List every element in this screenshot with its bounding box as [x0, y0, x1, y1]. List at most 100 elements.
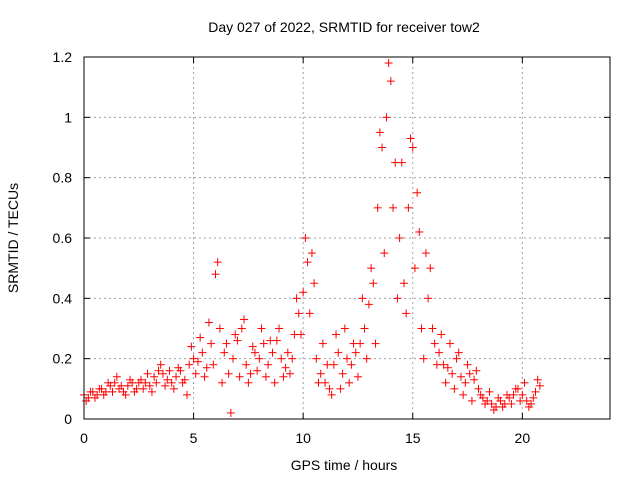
data-point: [211, 270, 220, 279]
data-point: [417, 324, 426, 333]
data-point: [90, 393, 99, 402]
tick-labels: 0 0.2 0.4 0.6 0.8 1 1.2 0 5 10 15 20: [53, 49, 531, 446]
data-point: [222, 339, 231, 348]
data-point: [156, 360, 165, 369]
data-point: [130, 387, 139, 396]
data-point: [143, 369, 152, 378]
data-point: [253, 366, 262, 375]
data-point: [393, 294, 402, 303]
data-point: [310, 279, 319, 288]
data-point: [470, 375, 479, 384]
data-point: [472, 366, 481, 375]
data-point: [367, 264, 376, 273]
data-point: [454, 348, 463, 357]
data-point: [268, 348, 277, 357]
data-point: [303, 258, 312, 267]
data-point: [318, 339, 327, 348]
data-point: [463, 360, 472, 369]
data-point: [399, 279, 408, 288]
data-point: [196, 333, 205, 342]
data-point: [163, 375, 172, 384]
y-tick-label: 1: [64, 109, 72, 125]
data-point: [378, 143, 387, 152]
data-point: [183, 390, 192, 399]
data-point: [296, 330, 305, 339]
tick-marks: [83, 56, 610, 420]
data-point: [516, 396, 525, 405]
data-point: [134, 378, 143, 387]
data-point: [437, 330, 446, 339]
data-point: [410, 264, 419, 273]
x-tick-label: 5: [190, 430, 198, 446]
data-point: [435, 348, 444, 357]
data-point: [373, 203, 382, 212]
data-point: [152, 378, 161, 387]
data-point: [432, 360, 441, 369]
data-point: [452, 354, 461, 363]
data-point: [275, 324, 284, 333]
y-tick-label: 1.2: [53, 49, 73, 65]
data-point: [364, 300, 373, 309]
data-point: [112, 372, 121, 381]
data-point: [158, 369, 167, 378]
data-point: [204, 318, 213, 327]
data-point: [213, 258, 222, 267]
data-point: [358, 294, 367, 303]
data-point: [165, 366, 174, 375]
y-tick-label: 0.2: [53, 351, 73, 367]
data-point: [424, 294, 433, 303]
data-point: [498, 402, 507, 411]
data-point: [117, 381, 126, 390]
data-point: [279, 372, 288, 381]
data-point: [459, 390, 468, 399]
data-point: [474, 384, 483, 393]
data-point: [397, 158, 406, 167]
data-point: [259, 339, 268, 348]
data-point: [244, 378, 253, 387]
data-point: [380, 249, 389, 258]
data-point: [531, 387, 540, 396]
data-point: [334, 348, 343, 357]
data-point: [415, 227, 424, 236]
data-point: [169, 384, 178, 393]
data-point: [353, 372, 362, 381]
data-point: [535, 381, 544, 390]
data-point: [261, 372, 270, 381]
data-point: [294, 309, 303, 318]
data-point: [220, 348, 229, 357]
data-point: [446, 339, 455, 348]
data-point: [402, 309, 411, 318]
data-point: [481, 399, 490, 408]
data-point: [200, 372, 209, 381]
y-axis-label: SRMTID / TECUs: [5, 183, 21, 293]
data-point: [316, 369, 325, 378]
data-point: [145, 381, 154, 390]
data-point: [386, 77, 395, 86]
data-point: [476, 390, 485, 399]
data-point: [461, 378, 470, 387]
data-point: [224, 369, 233, 378]
data-point: [202, 363, 211, 372]
data-point: [507, 399, 516, 408]
data-point: [95, 384, 104, 393]
data-point: [277, 354, 286, 363]
y-tick-label: 0: [64, 411, 72, 427]
y-tick-label: 0.6: [53, 230, 73, 246]
data-point: [395, 234, 404, 242]
data-point: [421, 249, 430, 258]
data-point: [239, 315, 248, 324]
data-point: [198, 348, 207, 357]
data-point: [369, 279, 378, 288]
data-point: [443, 363, 452, 372]
data-point: [248, 342, 257, 351]
data-point: [172, 372, 181, 381]
x-tick-label: 15: [405, 430, 421, 446]
data-point: [226, 408, 235, 417]
data-point: [299, 288, 308, 297]
data-point: [178, 378, 187, 387]
data-point: [126, 375, 135, 384]
data-point: [264, 360, 273, 369]
data-point: [340, 324, 349, 333]
